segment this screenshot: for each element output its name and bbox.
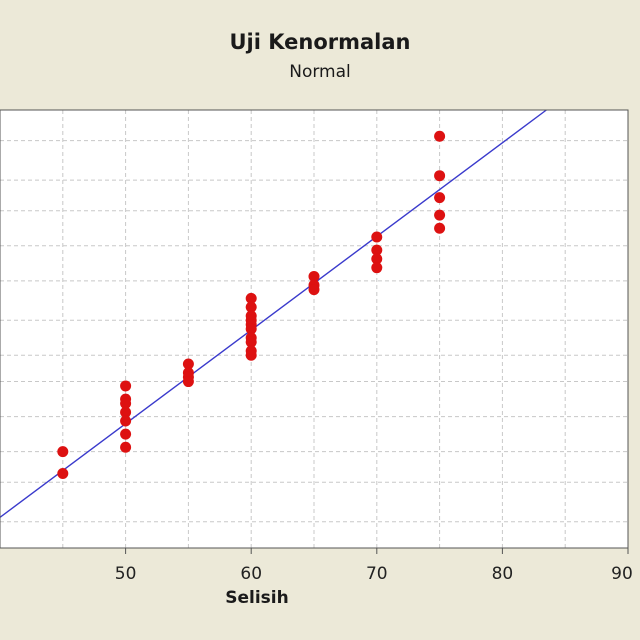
chart-subtitle: Normal: [289, 62, 351, 82]
data-point: [434, 192, 446, 204]
data-point: [120, 428, 132, 440]
data-point: [120, 380, 132, 392]
data-point: [182, 376, 194, 388]
data-point: [182, 358, 194, 370]
x-tick-label: 50: [115, 564, 137, 584]
data-point: [120, 397, 132, 409]
data-point: [245, 336, 257, 348]
data-point: [371, 244, 383, 256]
data-point: [434, 170, 446, 182]
data-point: [245, 301, 257, 313]
data-point: [434, 222, 446, 234]
data-point: [245, 323, 257, 335]
chart-title: Uji Kenormalan: [229, 30, 411, 54]
x-tick-label: 70: [366, 564, 388, 584]
data-point: [308, 284, 320, 296]
data-point: [245, 349, 257, 361]
data-point: [120, 441, 132, 453]
data-point: [245, 292, 257, 304]
data-point: [371, 253, 383, 265]
data-point: [57, 468, 69, 480]
data-point: [434, 130, 446, 142]
data-point: [371, 231, 383, 243]
data-points: [57, 130, 446, 480]
data-point: [120, 406, 132, 418]
data-point: [434, 209, 446, 221]
x-tick-label: 90: [611, 564, 633, 584]
data-point: [308, 270, 320, 282]
plot-border: [0, 109, 629, 549]
x-axis: 50 60 70 80 90: [115, 548, 633, 584]
fit-line: [0, 109, 547, 518]
data-point: [120, 415, 132, 427]
data-point: [57, 446, 69, 458]
data-point: [371, 262, 383, 274]
x-tick-label: 80: [492, 564, 514, 584]
x-axis-label: Selisih: [225, 588, 289, 608]
x-tick-label: 60: [240, 564, 262, 584]
